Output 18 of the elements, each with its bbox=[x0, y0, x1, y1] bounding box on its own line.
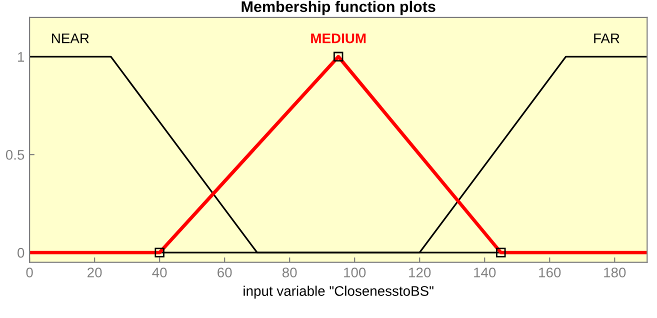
x-tick-label: 140 bbox=[474, 268, 496, 278]
x-tick-label: 100 bbox=[344, 268, 366, 278]
x-tick-label: 180 bbox=[604, 268, 626, 278]
series-label: NEAR bbox=[52, 34, 89, 44]
x-tick-label: 20 bbox=[88, 268, 102, 278]
x-axis-title: input variable "ClosenesstoBS" bbox=[244, 286, 434, 299]
x-tick-label: 120 bbox=[409, 268, 431, 278]
x-tick-label: 60 bbox=[218, 268, 232, 278]
y-tick-label: 0.5 bbox=[6, 150, 24, 160]
chart-title: Membership function plots bbox=[242, 0, 436, 16]
series-label: FAR bbox=[594, 34, 620, 44]
x-tick-label: 40 bbox=[152, 268, 167, 278]
y-tick-label: 0 bbox=[18, 248, 24, 258]
x-tick-label: 80 bbox=[282, 268, 297, 278]
x-tick-label: 0 bbox=[26, 268, 33, 278]
series-label: MEDIUM bbox=[311, 34, 366, 44]
x-tick-label: 160 bbox=[539, 268, 561, 278]
y-tick-label: 1 bbox=[18, 52, 24, 62]
